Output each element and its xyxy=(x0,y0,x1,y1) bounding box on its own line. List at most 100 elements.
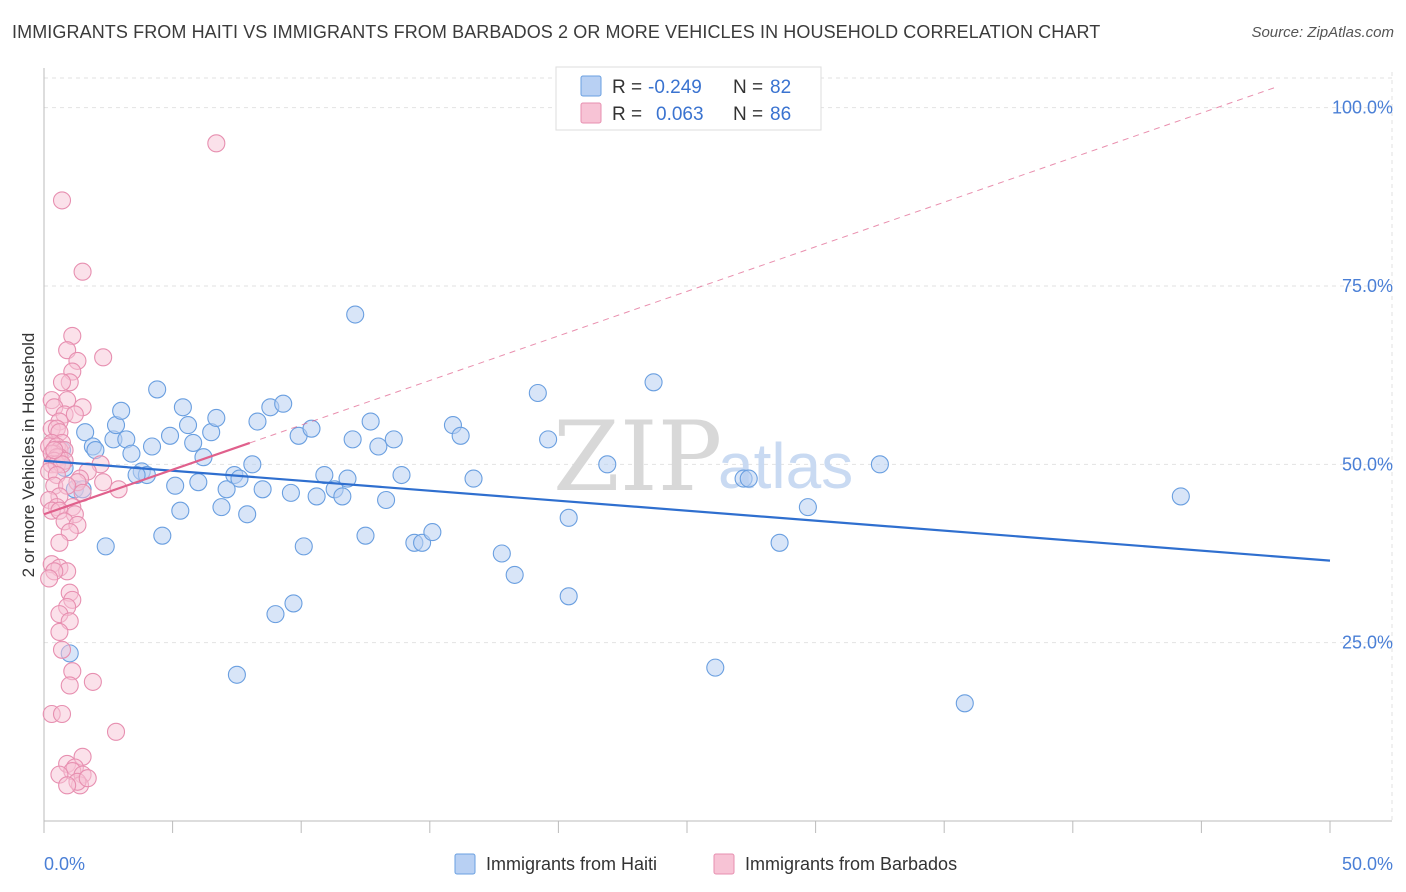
data-point-haiti xyxy=(333,487,352,506)
watermark-zip: ZIP xyxy=(553,401,722,513)
data-point-haiti xyxy=(76,423,95,442)
data-point-barbados xyxy=(94,473,113,492)
data-point-barbados xyxy=(45,441,64,460)
data-point-haiti xyxy=(706,658,725,677)
legend-n-label-haiti: N = xyxy=(733,77,763,98)
x-tick-labels: 0.0% 50.0% xyxy=(44,854,1393,874)
data-point-haiti xyxy=(207,408,226,428)
data-point-haiti xyxy=(770,533,789,552)
y-tick-labels: 25.0% 50.0% 75.0% 100.0% xyxy=(1332,98,1393,653)
trend-line-barbados xyxy=(43,441,251,516)
x-tick-label: 0.0% xyxy=(44,854,85,874)
data-point-haiti xyxy=(392,465,411,485)
legend-n-value-haiti: 82 xyxy=(770,77,791,98)
bottom-legend-label-haiti: Immigrants from Haiti xyxy=(486,854,657,874)
data-point-barbados xyxy=(52,640,72,659)
gridlines xyxy=(44,72,1393,821)
y-tick-label: 75.0% xyxy=(1342,276,1393,296)
data-point-haiti xyxy=(160,426,180,445)
legend-swatch-haiti xyxy=(580,75,602,97)
trend-line-barbados xyxy=(249,85,1279,444)
data-point-haiti xyxy=(346,305,365,324)
data-point-haiti xyxy=(171,501,190,520)
data-point-barbados xyxy=(78,769,97,788)
data-point-haiti xyxy=(559,587,578,606)
legend-swatch-barbados xyxy=(580,102,602,124)
data-point-barbados xyxy=(50,622,69,642)
y-tick-label: 100.0% xyxy=(1332,98,1393,118)
data-point-haiti xyxy=(227,665,246,684)
data-point-barbados xyxy=(83,672,102,691)
x-tick-label: 50.0% xyxy=(1342,854,1393,874)
data-point-haiti xyxy=(739,469,758,488)
data-point-haiti xyxy=(274,394,293,413)
legend-r-label-barbados: R = xyxy=(612,104,642,125)
data-point-haiti xyxy=(243,455,262,474)
legend-r-label-haiti: R = xyxy=(612,77,642,98)
legend-r-value-barbados: 0.063 xyxy=(656,104,704,125)
watermark-atlas: atlas xyxy=(718,430,853,502)
bottom-legend-swatch-barbados xyxy=(713,853,735,875)
chart-title: IMMIGRANTS FROM HAITI VS IMMIGRANTS FROM… xyxy=(12,22,1101,42)
data-point-haiti xyxy=(361,412,380,431)
legend-r-value-haiti: -0.249 xyxy=(648,77,702,98)
data-point-haiti xyxy=(505,565,524,584)
data-point-haiti xyxy=(598,455,617,474)
data-point-haiti xyxy=(559,508,578,527)
data-point-barbados xyxy=(52,191,72,210)
watermark: ZIP atlas xyxy=(553,401,853,513)
legend-n-label-barbados: N = xyxy=(733,104,763,125)
data-point-barbados xyxy=(65,405,84,424)
legend-n-value-barbados: 86 xyxy=(770,104,791,125)
data-point-haiti xyxy=(217,480,236,499)
data-point-haiti xyxy=(284,594,303,613)
data-point-haiti xyxy=(153,526,172,545)
series-legend: Immigrants from Haiti Immigrants from Ba… xyxy=(454,853,957,875)
bottom-legend-swatch-haiti xyxy=(454,853,476,875)
data-point-haiti xyxy=(798,498,817,517)
data-point-haiti xyxy=(184,433,203,452)
data-point-haiti xyxy=(178,416,198,435)
data-point-haiti xyxy=(248,412,267,431)
data-point-haiti xyxy=(377,490,396,510)
data-point-haiti xyxy=(266,605,285,624)
data-point-haiti xyxy=(294,537,313,556)
data-point-barbados xyxy=(52,704,72,724)
data-point-haiti xyxy=(189,473,208,492)
data-point-haiti xyxy=(142,437,162,456)
data-point-haiti xyxy=(492,544,511,563)
data-point-barbados xyxy=(58,776,77,795)
data-point-haiti xyxy=(870,455,889,474)
trend-lines xyxy=(43,85,1331,562)
data-point-haiti xyxy=(464,469,483,488)
data-point-barbados xyxy=(40,569,59,588)
data-point-barbados xyxy=(52,373,72,392)
data-point-haiti xyxy=(122,444,141,463)
data-point-haiti xyxy=(343,430,362,449)
data-point-haiti xyxy=(384,430,403,449)
data-point-haiti xyxy=(369,437,388,456)
data-point-barbados xyxy=(207,134,226,153)
data-point-barbados xyxy=(106,722,126,741)
data-point-haiti xyxy=(451,426,470,445)
data-point-haiti xyxy=(212,498,231,517)
data-point-haiti xyxy=(423,523,442,542)
data-point-haiti xyxy=(96,537,115,556)
data-point-barbados xyxy=(60,676,79,695)
data-point-haiti xyxy=(644,373,663,392)
data-point-haiti xyxy=(238,505,257,524)
data-point-haiti xyxy=(230,469,249,488)
bottom-legend-label-barbados: Immigrants from Barbados xyxy=(745,854,957,874)
data-point-haiti xyxy=(338,469,357,488)
source-label: Source: ZipAtlas.com xyxy=(1251,24,1394,41)
data-point-haiti xyxy=(955,694,974,713)
data-point-barbados xyxy=(73,262,92,281)
data-point-haiti xyxy=(302,419,321,438)
data-point-haiti xyxy=(173,398,192,417)
data-point-haiti xyxy=(112,401,131,420)
y-tick-label: 50.0% xyxy=(1342,454,1393,474)
data-point-haiti xyxy=(356,526,375,545)
data-point-barbados xyxy=(94,348,113,367)
data-point-haiti xyxy=(253,480,272,499)
